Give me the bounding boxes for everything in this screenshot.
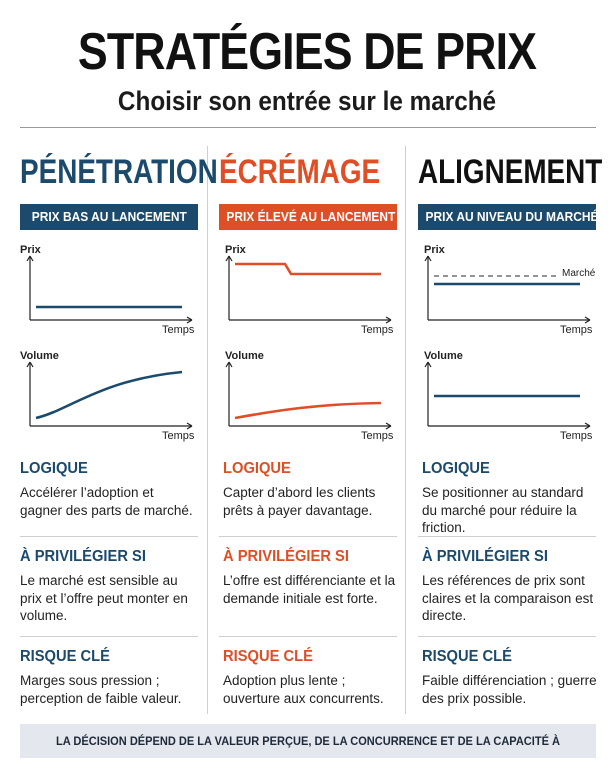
market-reference-label: Marché: [562, 268, 596, 279]
column-alignement: ALIGNEMENT PRIX AU NIVEAU DU MARCHÉ Prix…: [418, 148, 603, 706]
chart-ylabel: Volume: [225, 350, 264, 362]
section-divider: [20, 536, 198, 537]
column-title: ALIGNEMENT: [418, 153, 603, 191]
section-text: L’offre est différenciante et la demande…: [223, 573, 396, 606]
title-divider: [20, 127, 596, 128]
chart-xlabel: Temps: [162, 324, 195, 336]
section-heading: LOGIQUE: [20, 460, 88, 477]
section-text: Se positionner au standard du marché pou…: [422, 485, 584, 535]
column-banner: PRIX BAS AU LANCEMENT: [20, 204, 198, 230]
volume-chart: Volume Temps: [219, 350, 397, 450]
section-divider: [20, 636, 198, 637]
chart-xlabel: Temps: [162, 430, 195, 442]
volume-chart-svg: [424, 361, 591, 430]
footer-banner: LA DÉCISION DÉPEND DE LA VALEUR PERÇUE, …: [20, 724, 596, 758]
section-divider: [418, 636, 596, 637]
price-chart: Prix Temps: [20, 244, 198, 344]
risk-section: RISQUE CLÉ Adoption plus lente ; ouvertu…: [223, 648, 401, 707]
price-chart-svg: [424, 255, 591, 324]
price-chart: Prix Marché Temps: [418, 244, 596, 344]
volume-chart: Volume Temps: [418, 350, 596, 450]
favor-section: À PRIVILÉGIER SI Le marché est sensible …: [20, 548, 198, 625]
risk-section: RISQUE CLÉ Marges sous pression ; percep…: [20, 648, 198, 707]
favor-section: À PRIVILÉGIER SI L’offre est différencia…: [223, 548, 401, 607]
column-title: PÉNÉTRATION: [20, 153, 218, 191]
chart-ylabel: Prix: [424, 244, 445, 256]
logic-section: LOGIQUE Capter d’abord les clients prêts…: [223, 460, 401, 519]
volume-chart: Volume Temps: [20, 350, 198, 450]
volume-chart-svg: [26, 361, 193, 430]
section-text: Adoption plus lente ; ouverture aux conc…: [223, 673, 384, 706]
chart-ylabel: Prix: [20, 244, 41, 256]
section-text: Le marché est sensible au prix et l’offr…: [20, 573, 188, 623]
section-heading: LOGIQUE: [223, 460, 291, 477]
chart-xlabel: Temps: [361, 324, 394, 336]
volume-curve: [35, 370, 183, 420]
price-chart-svg: [225, 255, 392, 324]
logic-section: LOGIQUE Se positionner au standard du ma…: [422, 460, 600, 537]
logic-section: LOGIQUE Accélérer l’adoption et gagner d…: [20, 460, 198, 519]
page-subtitle: Choisir son entrée sur le marché: [117, 86, 497, 116]
chart-ylabel: Volume: [20, 350, 59, 362]
section-divider: [219, 636, 397, 637]
section-text: Accélérer l’adoption et gagner des parts…: [20, 485, 193, 518]
section-text: Capter d’abord les clients prêts à payer…: [223, 485, 376, 518]
column-penetration: PÉNÉTRATION PRIX BAS AU LANCEMENT Prix T…: [20, 148, 218, 706]
section-heading: RISQUE CLÉ: [422, 648, 512, 665]
price-chart-svg: [26, 255, 193, 324]
chart-xlabel: Temps: [560, 324, 593, 336]
section-heading: À PRIVILÉGIER SI: [20, 548, 146, 565]
column-divider: [405, 146, 406, 714]
chart-ylabel: Volume: [424, 350, 463, 362]
volume-chart-svg: [225, 361, 392, 430]
section-text: Marges sous pression ; perception de fai…: [20, 673, 182, 706]
section-divider: [418, 536, 596, 537]
price-chart: Prix Temps: [219, 244, 397, 344]
column-ecremage: ÉCRÉMAGE PRIX ÉLEVÉ AU LANCEMENT Prix Te…: [219, 148, 397, 706]
price-curve: [235, 262, 381, 276]
risk-section: RISQUE CLÉ Faible différenciation ; guer…: [422, 648, 600, 707]
section-heading: RISQUE CLÉ: [20, 648, 110, 665]
volume-curve: [234, 401, 382, 420]
column-divider: [207, 146, 208, 714]
section-heading: LOGIQUE: [422, 460, 490, 477]
column-title: ÉCRÉMAGE: [219, 153, 381, 191]
favor-section: À PRIVILÉGIER SI Les références de prix …: [422, 548, 600, 625]
section-text: Faible différenciation ; guerre des prix…: [422, 673, 597, 706]
chart-xlabel: Temps: [361, 430, 394, 442]
column-banner: PRIX ÉLEVÉ AU LANCEMENT: [219, 204, 397, 230]
section-heading: RISQUE CLÉ: [223, 648, 313, 665]
section-text: Les références de prix sont claires et l…: [422, 573, 594, 623]
section-divider: [219, 536, 397, 537]
column-banner: PRIX AU NIVEAU DU MARCHÉ: [418, 204, 599, 230]
section-heading: À PRIVILÉGIER SI: [422, 548, 548, 565]
chart-xlabel: Temps: [560, 430, 593, 442]
section-heading: À PRIVILÉGIER SI: [223, 548, 349, 565]
chart-ylabel: Prix: [225, 244, 246, 256]
page-title: STRATÉGIES DE PRIX: [77, 23, 537, 81]
